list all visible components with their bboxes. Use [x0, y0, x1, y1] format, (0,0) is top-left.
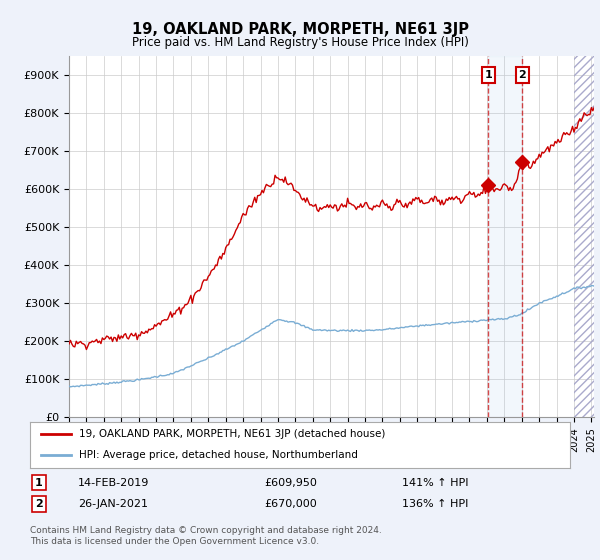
Bar [574, 56, 594, 417]
Text: £670,000: £670,000 [264, 499, 317, 509]
Text: 19, OAKLAND PARK, MORPETH, NE61 3JP (detached house): 19, OAKLAND PARK, MORPETH, NE61 3JP (det… [79, 429, 385, 439]
Text: 141% ↑ HPI: 141% ↑ HPI [402, 478, 469, 488]
Text: 19, OAKLAND PARK, MORPETH, NE61 3JP: 19, OAKLAND PARK, MORPETH, NE61 3JP [131, 22, 469, 38]
Text: 2: 2 [518, 70, 526, 80]
Bar [574, 56, 594, 417]
Text: 1: 1 [35, 478, 43, 488]
Text: £609,950: £609,950 [264, 478, 317, 488]
Text: 2: 2 [35, 499, 43, 509]
Text: Price paid vs. HM Land Registry's House Price Index (HPI): Price paid vs. HM Land Registry's House … [131, 36, 469, 49]
Text: HPI: Average price, detached house, Northumberland: HPI: Average price, detached house, Nort… [79, 450, 358, 460]
Text: 1: 1 [484, 70, 492, 80]
Bar [488, 56, 523, 417]
Text: Contains HM Land Registry data © Crown copyright and database right 2024.
This d: Contains HM Land Registry data © Crown c… [30, 526, 382, 546]
Text: 136% ↑ HPI: 136% ↑ HPI [402, 499, 469, 509]
Text: 14-FEB-2019: 14-FEB-2019 [78, 478, 149, 488]
Text: 26-JAN-2021: 26-JAN-2021 [78, 499, 148, 509]
